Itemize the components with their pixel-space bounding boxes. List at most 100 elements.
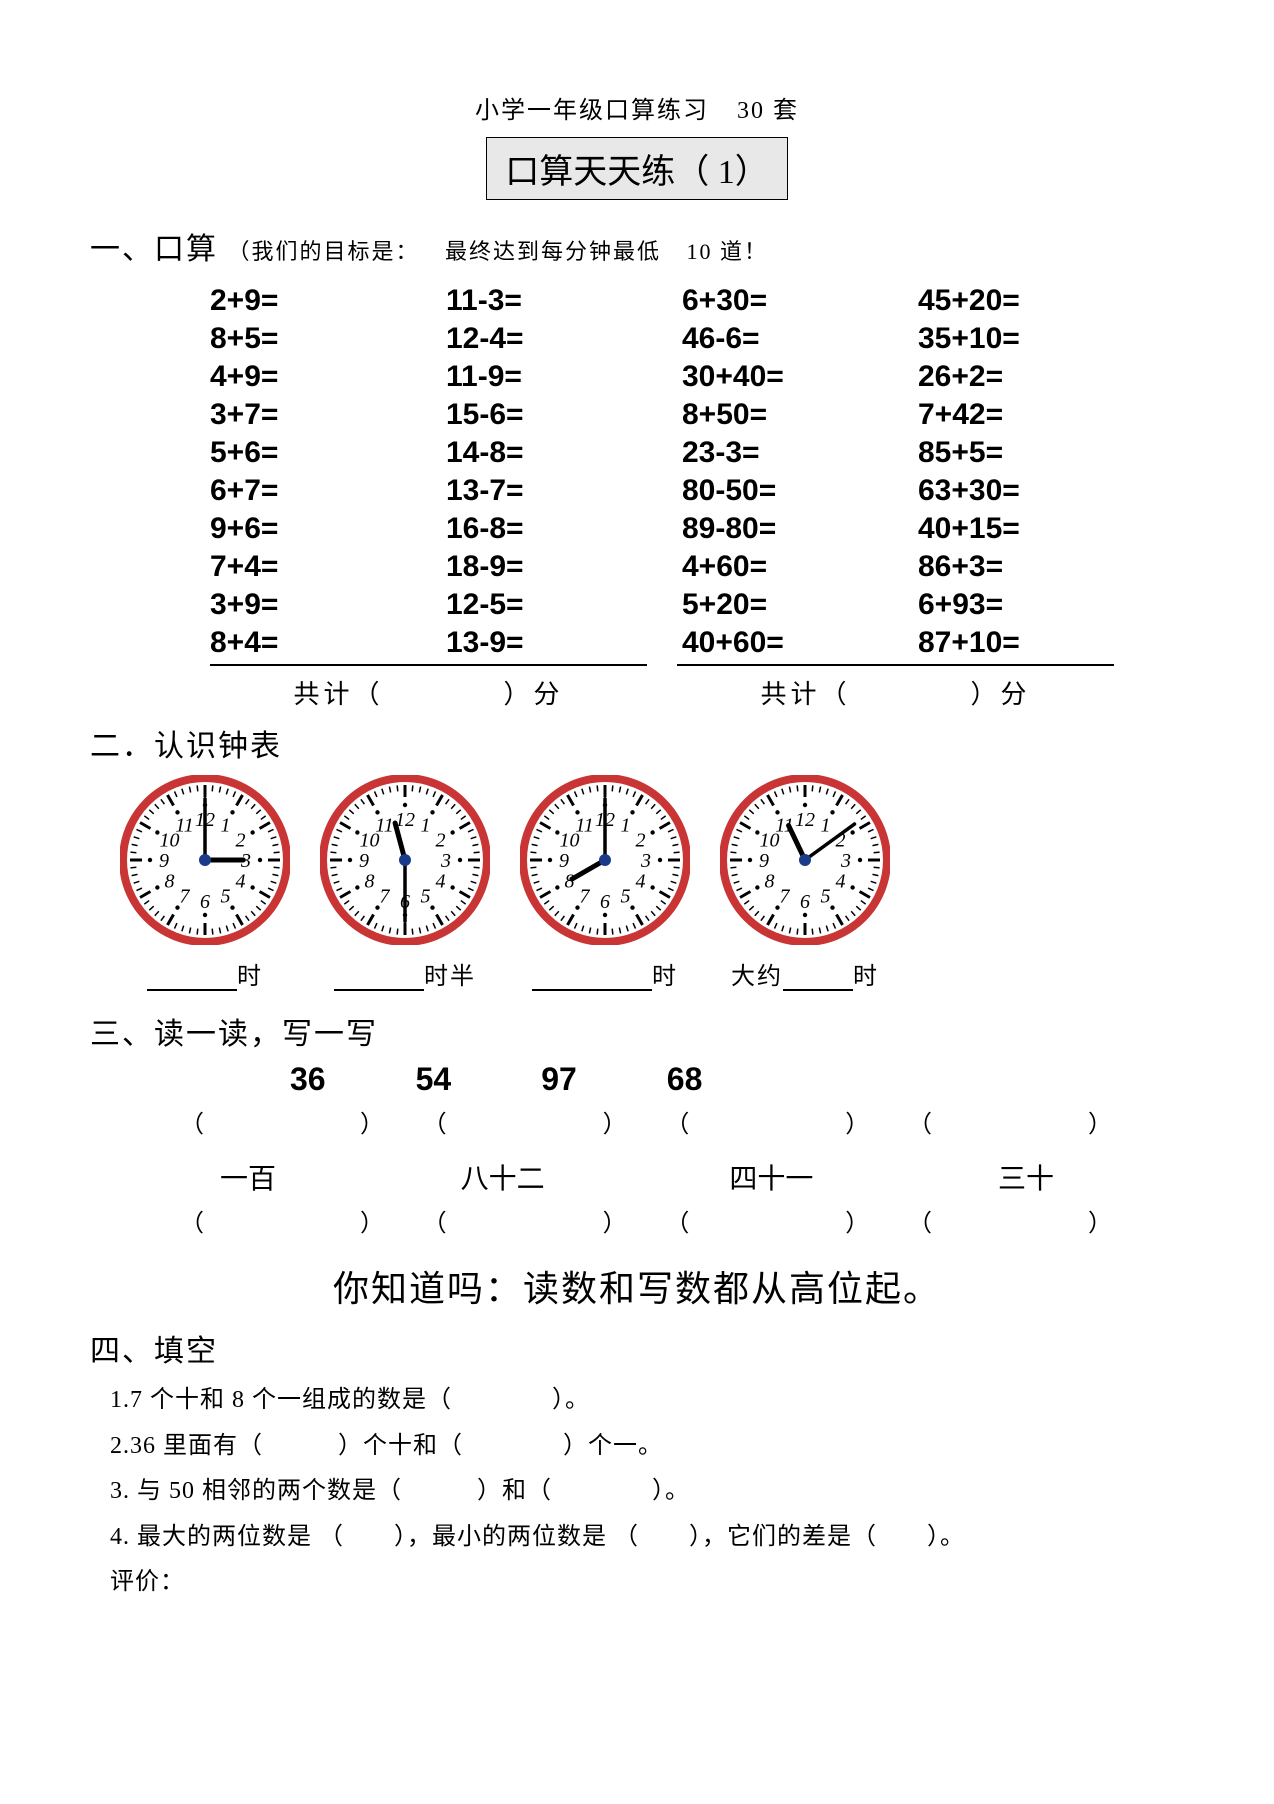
subtitle-left: 小学一年级口算练习 [475, 98, 709, 124]
clock-label: 时半 [320, 956, 490, 991]
svg-text:9: 9 [359, 850, 369, 872]
goal-m: 最终达到每分钟最低 [445, 239, 661, 264]
svg-text:4: 4 [636, 871, 646, 893]
svg-text:7: 7 [580, 886, 591, 908]
svg-text:8: 8 [364, 871, 374, 893]
arith-cell: 23-3= [682, 436, 908, 470]
section1-heading-text: 一、口算 [90, 233, 218, 266]
svg-text:2: 2 [636, 830, 646, 852]
arith-cell: 40+60= [682, 626, 908, 660]
chinese-number: 四十一 [729, 1157, 813, 1197]
clock-label: 时 [520, 956, 690, 991]
svg-text:9: 9 [759, 850, 769, 872]
arith-cell: 12-5= [446, 588, 672, 622]
paren-blank: （ ） [423, 1203, 639, 1238]
arith-cell: 7+4= [210, 550, 436, 584]
svg-text:4: 4 [836, 871, 846, 893]
svg-text:8: 8 [764, 871, 774, 893]
clock-unit: 123456789101112时半 [320, 775, 490, 991]
clock-unit: 123456789101112 时 [120, 775, 290, 991]
arith-cell: 4+60= [682, 550, 908, 584]
arith-cell: 5+6= [210, 436, 436, 470]
section1-heading: 一、口算 （我们的目标是： 最终达到每分钟最低 10 道！ [90, 224, 1184, 268]
arith-cell: 15-6= [446, 398, 672, 432]
fill-item: 3. 与 50 相邻的两个数是（ ）和（ ）。 [110, 1469, 1184, 1515]
page-title: 口算天天练（ 1） [486, 137, 788, 200]
clock-unit: 123456789101112大约时 [720, 775, 890, 991]
fill-blank-list: 1.7 个十和 8 个一组成的数是（ ）。2.36 里面有（ ）个十和（ ）个一… [90, 1378, 1184, 1606]
svg-text:4: 4 [236, 871, 246, 893]
paren-blank: （ ） [423, 1104, 639, 1139]
svg-text:3: 3 [640, 850, 651, 872]
svg-text:6: 6 [200, 891, 210, 913]
svg-text:3: 3 [840, 850, 851, 872]
arith-cell: 8+50= [682, 398, 908, 432]
section3-heading: 三、读一读，写一写 [90, 1009, 1184, 1053]
svg-text:7: 7 [180, 886, 191, 908]
arith-cell: 18-9= [446, 550, 672, 584]
arith-cell: 13-9= [446, 626, 672, 660]
arith-cell: 5+20= [682, 588, 908, 622]
total-left: 共计（ ）分 [210, 664, 647, 711]
svg-text:9: 9 [559, 850, 569, 872]
svg-text:6: 6 [600, 891, 610, 913]
paren-blank: （ ） [908, 1104, 1124, 1139]
arith-cell: 11-9= [446, 360, 672, 394]
svg-text:4: 4 [436, 871, 446, 893]
arith-cell: 13-7= [446, 474, 672, 508]
arith-cell: 11-3= [446, 284, 672, 318]
arith-cell: 7+42= [918, 398, 1144, 432]
svg-text:7: 7 [780, 886, 791, 908]
paren-blank: （ ） [908, 1203, 1124, 1238]
paren-blank: （ ） [665, 1203, 881, 1238]
arith-cell: 3+9= [210, 588, 436, 622]
read-number: 97 [541, 1061, 577, 1098]
arith-cell: 6+7= [210, 474, 436, 508]
svg-text:1: 1 [421, 814, 431, 836]
chinese-number: 一百 [220, 1157, 276, 1197]
goal-r: 10 道！ [687, 239, 769, 264]
totals-row: 共计（ ）分 共计（ ）分 [90, 664, 1184, 711]
svg-text:1: 1 [821, 814, 831, 836]
arith-cell: 6+30= [682, 284, 908, 318]
chinese-numbers-row: 一百 八十二 四十一 三十 [90, 1157, 1184, 1197]
arith-cell: 63+30= [918, 474, 1144, 508]
arith-cell: 12-4= [446, 322, 672, 356]
arith-cell: 3+7= [210, 398, 436, 432]
svg-text:5: 5 [221, 886, 231, 908]
read-number: 68 [667, 1061, 703, 1098]
svg-text:1: 1 [621, 814, 631, 836]
read-numbers-row: 36549768 [90, 1061, 1184, 1098]
clock-unit: 123456789101112时 [520, 775, 690, 991]
clock-icon: 123456789101112 [520, 775, 690, 945]
arith-cell: 14-8= [446, 436, 672, 470]
svg-text:11: 11 [575, 814, 594, 836]
fill-item: 评价： [110, 1560, 1184, 1606]
goal-note: （我们的目标是： 最终达到每分钟最低 10 道！ [228, 239, 769, 264]
arith-cell: 30+40= [682, 360, 908, 394]
arith-cell: 26+2= [918, 360, 1144, 394]
arith-cell: 9+6= [210, 512, 436, 546]
clock-label: 时 [120, 956, 290, 991]
arith-cell: 46-6= [682, 322, 908, 356]
goal-l: （我们的目标是： [228, 239, 420, 264]
svg-text:5: 5 [821, 886, 831, 908]
section2-heading: 二．认识钟表 [90, 721, 1184, 765]
svg-text:8: 8 [164, 871, 174, 893]
svg-text:5: 5 [421, 886, 431, 908]
total-right: 共计（ ）分 [677, 664, 1114, 711]
fill-item: 2.36 里面有（ ）个十和（ ）个一。 [110, 1424, 1184, 1470]
fill-item: 4. 最大的两位数是 （ ），最小的两位数是 （ ），它们的差是（ ）。 [110, 1515, 1184, 1561]
svg-text:7: 7 [380, 886, 391, 908]
svg-text:8: 8 [564, 871, 574, 893]
chinese-number: 八十二 [461, 1157, 545, 1197]
arith-cell: 80-50= [682, 474, 908, 508]
clock-icon: 123456789101112 [120, 775, 290, 945]
svg-text:11: 11 [175, 814, 194, 836]
arith-cell: 87+10= [918, 626, 1144, 660]
arith-cell: 6+93= [918, 588, 1144, 622]
arith-cell: 16-8= [446, 512, 672, 546]
svg-text:9: 9 [159, 850, 169, 872]
chinese-number: 三十 [998, 1157, 1054, 1197]
read-number: 54 [416, 1061, 452, 1098]
